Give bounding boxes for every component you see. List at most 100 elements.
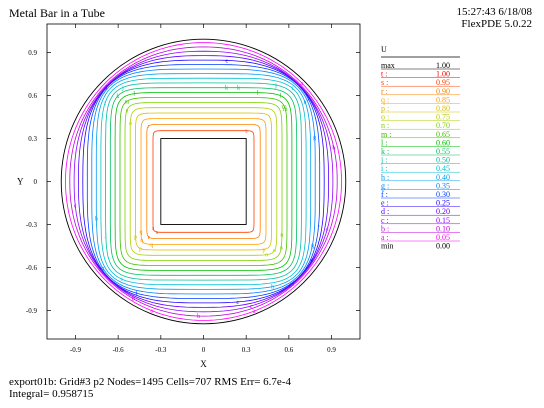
contour-label-o: o xyxy=(273,248,276,254)
legend-level-label: p : xyxy=(381,104,389,113)
contour-label-j: j xyxy=(104,233,107,239)
x-tick-label: 0.9 xyxy=(327,346,336,354)
y-tick-label: -0.6 xyxy=(26,264,38,272)
contour-label-k: k xyxy=(237,86,240,92)
contour-label-e: e xyxy=(225,58,228,64)
legend-level-value: 0.30 xyxy=(436,190,450,199)
legend-level-value: 0.25 xyxy=(436,199,450,208)
y-tick-label: 0.6 xyxy=(28,92,37,100)
contour-line-m xyxy=(119,97,288,266)
contour-label-j: j xyxy=(274,83,277,89)
contour-line-b xyxy=(69,46,338,317)
contour-label-n: n xyxy=(280,246,283,252)
x-tick-label: -0.3 xyxy=(155,346,167,354)
contour-label-g: g xyxy=(311,243,314,249)
contour-label-b: b xyxy=(197,314,200,320)
inner-bar-boundary xyxy=(160,138,247,225)
contour-label-l: l xyxy=(280,94,282,100)
legend-level-label: d : xyxy=(381,207,389,216)
contour-label-j: j xyxy=(121,85,124,91)
contour-label-c: c xyxy=(326,227,329,233)
contour-label-b: b xyxy=(132,297,135,303)
contour-label-a: a xyxy=(150,309,153,315)
legend-level-value: 0.70 xyxy=(436,121,450,130)
legend-level-label: t : xyxy=(381,70,387,79)
legend-level-label: e : xyxy=(381,199,389,208)
outer-tube-boundary xyxy=(60,38,347,325)
legend-level-label: q : xyxy=(381,95,389,104)
legend-level-label: i : xyxy=(381,164,387,173)
contour-label-s: s xyxy=(152,226,155,232)
contour-label-h: h xyxy=(271,285,274,291)
contour-label-e: e xyxy=(236,300,239,306)
y-tick-label: -0.9 xyxy=(26,307,38,315)
legend-level-label: b : xyxy=(381,224,389,233)
legend-level-value: 0.55 xyxy=(436,147,450,156)
contour-label-c: c xyxy=(74,203,77,209)
contour-label-f: f xyxy=(307,96,309,103)
contour-label-p: p xyxy=(134,234,137,240)
legend-level-label: r : xyxy=(381,87,388,96)
legend-level-value: 0.85 xyxy=(436,95,450,104)
legend-level-value: 0.35 xyxy=(436,181,450,190)
legend-level-value: 0.15 xyxy=(436,216,450,225)
contour-label-f: f xyxy=(317,225,319,232)
legend-level-label: l : xyxy=(381,138,387,147)
contour-line-p xyxy=(135,112,272,251)
legend-level-value: 0.60 xyxy=(436,138,450,147)
contour-label-m: m xyxy=(283,107,288,113)
contour-label-p: p xyxy=(139,247,142,253)
contour-label-i: i xyxy=(291,86,293,92)
legend-level-value: 0.45 xyxy=(436,164,450,173)
grid-stats: export01b: Grid#3 p2 Nodes=1495 Cells=70… xyxy=(9,376,291,388)
legend-level-label: k : xyxy=(381,147,389,156)
contour-label-q: q xyxy=(140,238,143,244)
contour-label-g: g xyxy=(313,135,316,141)
version-label: FlexPDE 5.0.22 xyxy=(461,18,532,30)
contour-label-o: o xyxy=(265,253,268,259)
plot-timestamp: 15:27:43 6/18/08 FlexPDE 5.0.22 xyxy=(457,6,532,30)
legend-level-label: h : xyxy=(381,173,389,182)
contour-label-c: c xyxy=(250,304,253,310)
contour-label-r: r xyxy=(148,235,150,241)
contour-line-e xyxy=(82,59,325,304)
contour-label-d: d xyxy=(291,282,294,288)
contour-label-m: m xyxy=(125,99,130,105)
contour-line-f xyxy=(86,64,321,299)
integral-value: Integral= 0.958715 xyxy=(9,388,94,400)
contour-label-g: g xyxy=(101,266,104,272)
legend-level-label: c : xyxy=(381,216,389,225)
legend-level-label: m : xyxy=(381,130,391,139)
contour-line-k xyxy=(109,87,298,276)
legend-level-value: 1.00 xyxy=(436,70,450,79)
contour-line-d xyxy=(77,55,330,308)
y-axis-label: Y xyxy=(17,177,24,187)
contour-label-d: d xyxy=(289,284,292,290)
contour-label-r: r xyxy=(148,124,150,130)
legend-level-value: 0.20 xyxy=(436,207,450,216)
legend-level-label: f : xyxy=(381,190,388,199)
contour-label-n: n xyxy=(125,108,128,114)
x-tick-label: -0.9 xyxy=(70,346,82,354)
x-tick-label: 0.6 xyxy=(284,346,293,354)
contour-label-a: a xyxy=(300,81,303,87)
contour-line-i xyxy=(100,77,307,286)
contour-label-i: i xyxy=(121,277,123,283)
contour-label-k: k xyxy=(225,86,228,92)
contour-label-p: p xyxy=(263,247,266,253)
contour-label-l: l xyxy=(257,91,259,97)
legend-min-label: min xyxy=(381,242,393,251)
legend-level-label: g : xyxy=(381,181,389,190)
contour-label-q: q xyxy=(150,242,153,248)
x-axis-label: X xyxy=(200,359,207,369)
contour-line-j xyxy=(105,82,302,281)
contour-label-s: s xyxy=(156,230,159,236)
legend-min-value: 0.00 xyxy=(436,242,450,251)
contour-label-r: r xyxy=(148,235,150,241)
contour-line-l xyxy=(114,92,293,271)
legend-max-label: max xyxy=(381,61,395,70)
contour-label-k: k xyxy=(116,94,119,100)
legend-level-value: 0.40 xyxy=(436,173,450,182)
